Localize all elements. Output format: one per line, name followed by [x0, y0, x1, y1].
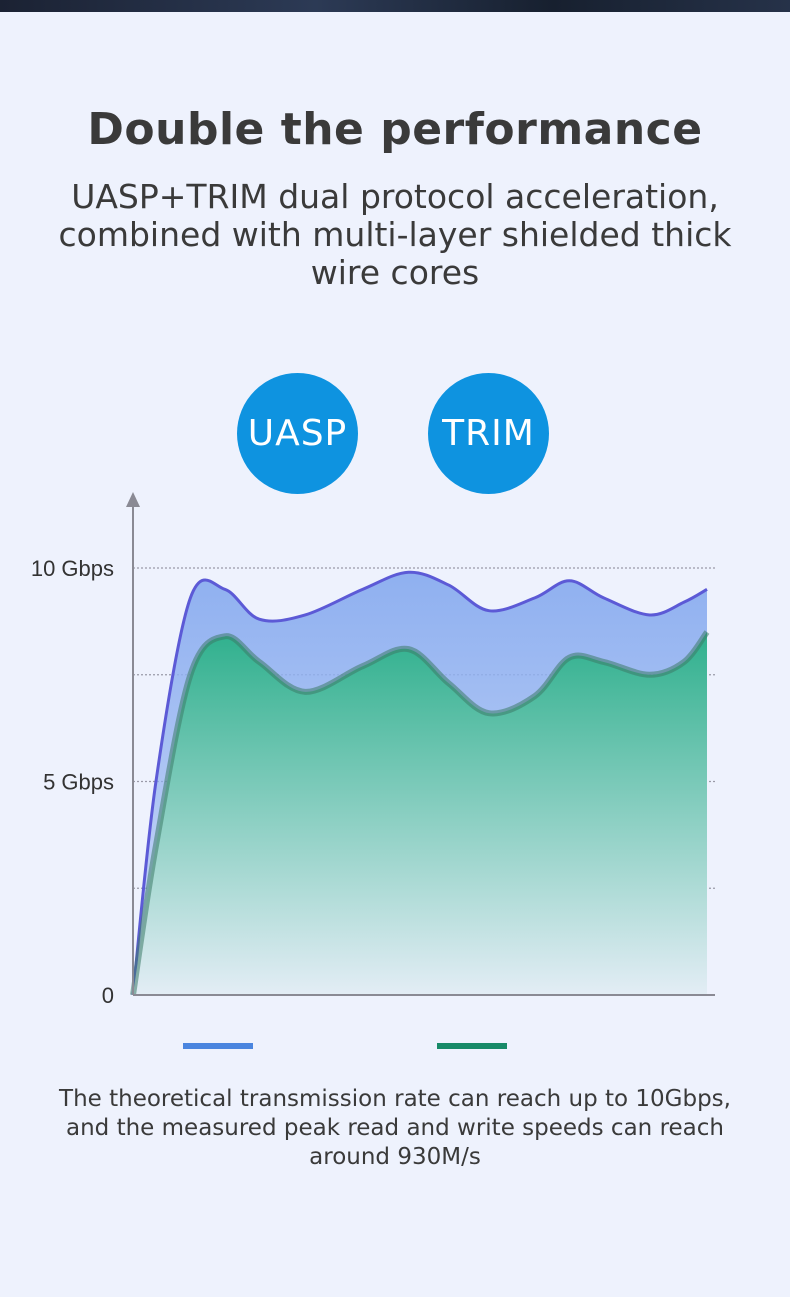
page-title: Double the performance — [87, 104, 703, 155]
legend-swatch-trim — [437, 1043, 507, 1049]
y-tick-label: 0 — [102, 983, 114, 1008]
trim-area — [133, 632, 707, 995]
trim-badge: TRIM — [428, 373, 549, 494]
y-axis-arrow — [126, 492, 140, 507]
legend-swatch-uasp — [183, 1043, 253, 1049]
trim-line — [130, 630, 710, 996]
top-banner-strip — [0, 0, 790, 12]
y-tick-label: 10 Gbps — [31, 556, 114, 581]
footer-caption: The theoretical transmission rate can re… — [59, 1086, 731, 1170]
uasp-badge: UASP — [237, 373, 358, 494]
page-subtitle: UASP+TRIM dual protocol acceleration, co… — [58, 177, 732, 292]
uasp-line — [131, 570, 708, 996]
y-tick-label: 5 Gbps — [43, 770, 114, 795]
